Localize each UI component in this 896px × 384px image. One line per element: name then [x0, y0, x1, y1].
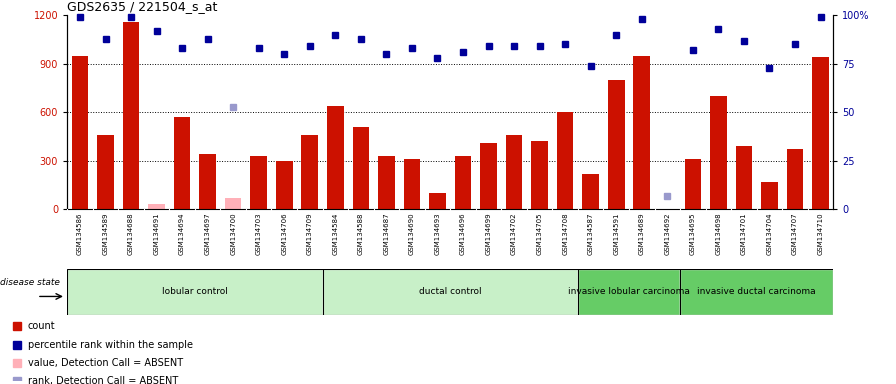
Text: GSM134591: GSM134591: [613, 212, 619, 255]
Bar: [250, 156, 267, 209]
Bar: [199, 154, 216, 209]
Bar: [378, 156, 395, 209]
Text: lobular control: lobular control: [162, 287, 228, 296]
Bar: [787, 149, 804, 209]
Text: GSM134695: GSM134695: [690, 212, 696, 255]
Bar: [710, 96, 727, 209]
Text: GSM134587: GSM134587: [588, 212, 594, 255]
Bar: [761, 182, 778, 209]
Text: GSM134701: GSM134701: [741, 212, 747, 255]
Text: value, Detection Call = ABSENT: value, Detection Call = ABSENT: [28, 358, 183, 368]
Text: GSM134588: GSM134588: [358, 212, 364, 255]
Text: GSM134708: GSM134708: [562, 212, 568, 255]
Bar: [174, 117, 191, 209]
Text: GSM134699: GSM134699: [486, 212, 492, 255]
Bar: [454, 156, 471, 209]
Bar: [301, 135, 318, 209]
Text: GSM134709: GSM134709: [306, 212, 313, 255]
Bar: [225, 198, 242, 209]
Bar: [148, 204, 165, 209]
Text: GSM134704: GSM134704: [766, 212, 772, 255]
Bar: [607, 80, 625, 209]
Bar: [352, 127, 369, 209]
Text: GSM134690: GSM134690: [409, 212, 415, 255]
Text: GSM134700: GSM134700: [230, 212, 237, 255]
Text: GSM134697: GSM134697: [204, 212, 211, 255]
Text: GSM134691: GSM134691: [153, 212, 159, 255]
Text: GSM134706: GSM134706: [281, 212, 288, 255]
Bar: [531, 141, 548, 209]
Bar: [72, 56, 89, 209]
Bar: [403, 159, 420, 209]
Bar: [97, 135, 114, 209]
Bar: [680, 269, 833, 315]
Bar: [582, 174, 599, 209]
Bar: [327, 106, 344, 209]
Bar: [429, 193, 446, 209]
Bar: [123, 22, 140, 209]
Text: rank, Detection Call = ABSENT: rank, Detection Call = ABSENT: [28, 376, 178, 384]
Bar: [323, 269, 578, 315]
Text: GSM134688: GSM134688: [128, 212, 134, 255]
Text: GSM134707: GSM134707: [792, 212, 798, 255]
Bar: [812, 57, 829, 209]
Text: GSM134589: GSM134589: [102, 212, 108, 255]
Bar: [276, 161, 293, 209]
Text: GSM134694: GSM134694: [179, 212, 185, 255]
Text: GSM134705: GSM134705: [537, 212, 543, 255]
Bar: [67, 269, 323, 315]
Bar: [685, 159, 702, 209]
Text: GSM134584: GSM134584: [332, 212, 339, 255]
Text: GDS2635 / 221504_s_at: GDS2635 / 221504_s_at: [67, 0, 218, 13]
Text: percentile rank within the sample: percentile rank within the sample: [28, 339, 193, 349]
Text: invasive ductal carcinoma: invasive ductal carcinoma: [697, 287, 816, 296]
Bar: [578, 269, 680, 315]
Text: GSM134586: GSM134586: [77, 212, 83, 255]
Text: GSM134687: GSM134687: [383, 212, 390, 255]
Bar: [480, 143, 497, 209]
Text: GSM134692: GSM134692: [664, 212, 670, 255]
Text: ductal control: ductal control: [419, 287, 481, 296]
Text: GSM134693: GSM134693: [435, 212, 441, 255]
Text: GSM134710: GSM134710: [817, 212, 823, 255]
Bar: [505, 135, 522, 209]
Text: GSM134689: GSM134689: [639, 212, 645, 255]
Text: GSM134703: GSM134703: [255, 212, 262, 255]
Text: GSM134702: GSM134702: [511, 212, 517, 255]
Bar: [736, 146, 753, 209]
Bar: [633, 56, 650, 209]
Bar: [556, 113, 573, 209]
Text: disease state: disease state: [0, 278, 60, 287]
Text: invasive lobular carcinoma: invasive lobular carcinoma: [568, 287, 690, 296]
Text: GSM134698: GSM134698: [715, 212, 721, 255]
Text: count: count: [28, 321, 56, 331]
Text: GSM134696: GSM134696: [460, 212, 466, 255]
